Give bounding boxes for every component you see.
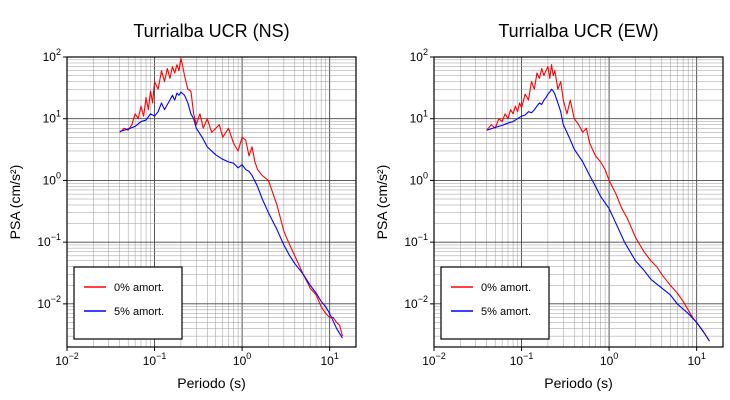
right-panel: 10−2 10−1 100 101 10−2 10−1 100 101 102 Turrialba…: [374, 21, 724, 391]
left-y-tick-label: 101: [43, 109, 61, 126]
right-legend: 0% amort. 5% amort.: [440, 266, 550, 340]
right-plot-frame: [433, 56, 724, 348]
left-plot-frame: [66, 56, 357, 348]
right-series-line-0: [486, 64, 710, 342]
left-panel: 10−2 10−1 100 101 10−2 10−1 100 101 102 Turrialba…: [7, 21, 357, 391]
right-y-tick-label: 10−2: [404, 294, 428, 311]
left-y-tick-label: 10−1: [37, 232, 61, 249]
left-legend-label-0: 0% amort.: [114, 282, 164, 294]
right-y-tick-label: 101: [410, 109, 428, 126]
right-y-axis-label: PSA (cm/s²): [374, 165, 390, 240]
right-legend-label-1: 5% amort.: [481, 306, 531, 318]
right-x-tick-label: 100: [600, 351, 618, 368]
left-series-line-1: [119, 91, 343, 339]
left-legend: 0% amort. 5% amort.: [73, 266, 183, 340]
left-y-tick-label: 102: [43, 47, 61, 64]
right-legend-box: [440, 266, 550, 340]
right-x-axis-label: Periodo (s): [544, 375, 612, 391]
left-x-tick-label: 100: [233, 351, 251, 368]
left-chart-title: Turrialba UCR (NS): [133, 21, 289, 41]
left-x-tick-label: 10−1: [143, 351, 167, 368]
left-y-tick-label: 100: [43, 170, 61, 187]
right-x-tick-label: 10−2: [422, 351, 446, 368]
left-legend-box: [73, 266, 183, 340]
left-grid: [66, 56, 357, 348]
left-x-axis-label: Periodo (s): [177, 375, 245, 391]
right-y-tick-label: 102: [410, 47, 428, 64]
left-x-tick-label: 101: [320, 351, 338, 368]
right-y-tick-label: 100: [410, 170, 428, 187]
right-x-tick-label: 10−1: [510, 351, 534, 368]
right-chart-title: Turrialba UCR (EW): [498, 21, 658, 41]
right-series-line-1: [486, 88, 710, 342]
left-y-axis-label: PSA (cm/s²): [7, 165, 23, 240]
right-y-tick-label: 10−1: [404, 232, 428, 249]
right-legend-label-0: 0% amort.: [481, 282, 531, 294]
left-x-tick-label: 10−2: [55, 351, 79, 368]
left-series-line-0: [119, 57, 343, 337]
left-legend-label-1: 5% amort.: [114, 306, 164, 318]
right-x-tick-label: 101: [687, 351, 705, 368]
left-y-tick-label: 10−2: [37, 294, 61, 311]
